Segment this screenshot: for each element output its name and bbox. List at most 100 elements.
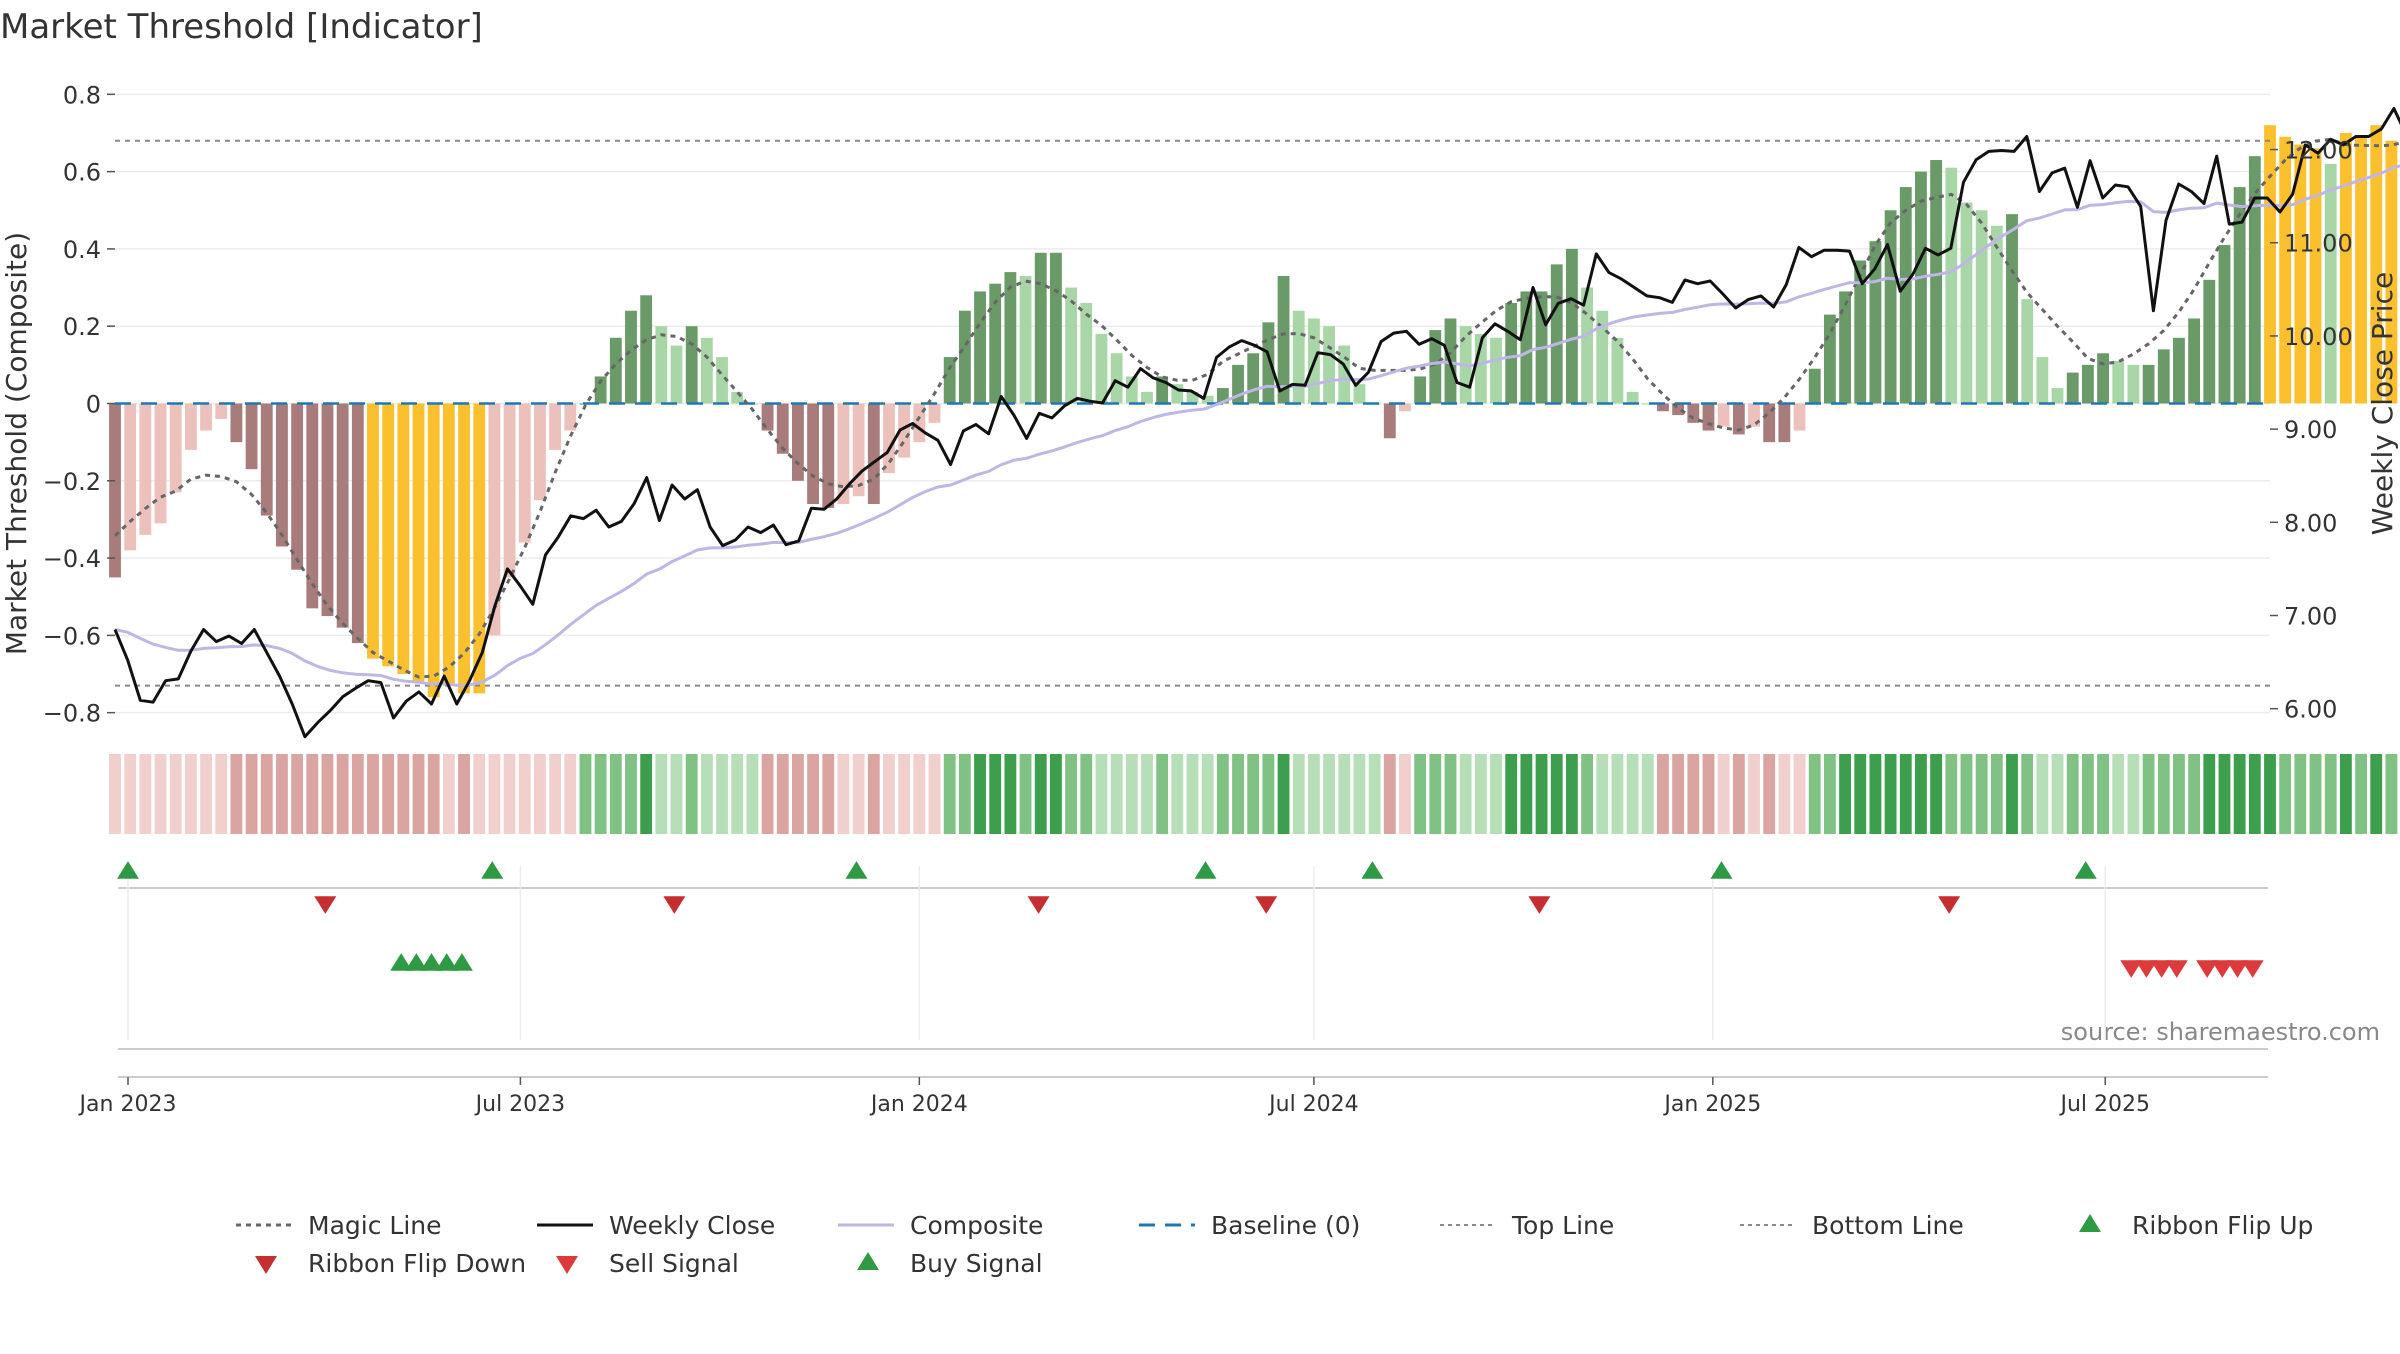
composite-bar: [2112, 360, 2125, 404]
ribbon-cell: [215, 754, 228, 834]
ribbon-cell: [2324, 754, 2337, 834]
composite-bar: [1141, 391, 1153, 404]
legend-label: Magic Line: [308, 1211, 442, 1240]
ribbon-cell: [1414, 754, 1427, 834]
ribbon-cell: [458, 754, 470, 834]
legend-marker-icon: [556, 1256, 578, 1274]
composite-bar: [1945, 167, 1958, 404]
ribbon-cell: [549, 754, 562, 834]
composite-bar: [1960, 202, 1973, 404]
composite-bar: [609, 337, 622, 404]
ribbon-cell: [427, 754, 440, 834]
composite-bar: [367, 403, 379, 659]
composite-bar: [1626, 391, 1639, 404]
ribbon-flip-up-marker: [845, 861, 868, 879]
ribbon-cell: [2081, 754, 2094, 834]
chart-title: Market Threshold [Indicator]: [0, 7, 483, 47]
ribbon-cell: [837, 754, 850, 834]
ribbon-cell: [2339, 754, 2352, 834]
composite-bar: [412, 403, 425, 682]
legend-marker-icon: [857, 1252, 879, 1270]
composite-bar: [1353, 384, 1366, 404]
ribbon-cell: [852, 754, 865, 834]
composite-bar: [139, 403, 152, 535]
ribbon-cell: [2051, 754, 2064, 834]
composite-bar: [1884, 210, 1897, 404]
composite-bar: [458, 403, 470, 694]
legend-label: Composite: [910, 1211, 1043, 1240]
ribbon-cell: [1732, 754, 1745, 834]
ribbon-cell: [1429, 754, 1442, 834]
ribbon-cell: [974, 754, 986, 834]
ribbon-cell: [1763, 754, 1776, 834]
composite-bar: [928, 403, 941, 423]
ribbon-cell: [1444, 754, 1457, 834]
composite-bar: [1641, 403, 1654, 405]
y-tick-label-left: −0.8: [43, 700, 101, 728]
composite-bar: [1702, 403, 1715, 431]
ribbon-cell: [1930, 754, 1943, 834]
ribbon-cell: [2142, 754, 2155, 834]
ribbon-cell: [1065, 754, 1078, 834]
ribbon-cell: [1353, 754, 1366, 834]
y-tick-label-right: 9.00: [2284, 416, 2337, 444]
ribbon-cell: [382, 754, 395, 834]
ribbon-cell: [731, 754, 744, 834]
composite-bar: [306, 403, 319, 609]
ribbon-cell: [1505, 754, 1518, 834]
ribbon-cell: [716, 754, 728, 834]
composite-bar: [1216, 388, 1229, 404]
ribbon-cell: [473, 754, 486, 834]
ribbon-cell: [1095, 754, 1108, 834]
buy-signal-marker: [420, 953, 443, 971]
composite-bar: [1930, 160, 1943, 404]
composite-bar: [382, 403, 395, 667]
sell-signal-marker: [2120, 960, 2143, 978]
composite-bar: [427, 403, 440, 698]
legend-label: Ribbon Flip Up: [2132, 1211, 2313, 1240]
ribbon-cell: [1899, 754, 1912, 834]
legend-label: Weekly Close: [609, 1211, 775, 1240]
ribbon-cell: [1186, 754, 1199, 834]
composite-bar: [534, 403, 546, 501]
ribbon-cell: [1626, 754, 1639, 834]
composite-bar: [655, 326, 668, 404]
legend: Magic Line Weekly Close Composite Baseline …: [236, 1211, 2313, 1278]
composite-bar: [1338, 345, 1351, 404]
ribbon-cell: [260, 754, 273, 834]
ribbon-flip-up-marker: [481, 861, 504, 879]
ribbon-cell: [1201, 754, 1214, 834]
composite-bar: [958, 310, 971, 404]
ribbon-cell: [518, 754, 531, 834]
composite-bar: [974, 291, 986, 404]
legend-marker-icon: [2079, 1214, 2101, 1232]
ribbon-cell: [1338, 754, 1351, 834]
ribbon-cell: [2188, 754, 2201, 834]
y-tick-label-right: 7.00: [2284, 603, 2337, 631]
ribbon-cell: [1565, 754, 1578, 834]
composite-bar: [1490, 337, 1502, 404]
ribbon-cell: [2385, 754, 2398, 834]
composite-bar: [1095, 333, 1108, 404]
y-tick-label-right: 8.00: [2284, 509, 2337, 537]
composite-bar: [1763, 403, 1776, 443]
composite-bar: [1232, 364, 1244, 404]
ribbon-cell: [1459, 754, 1472, 834]
ribbon-cell: [625, 754, 637, 834]
composite-bar: [792, 403, 804, 481]
composite-bar: [2188, 318, 2201, 404]
composite-bar: [169, 403, 182, 493]
ribbon-cell: [700, 754, 713, 834]
composite-bar: [625, 310, 637, 404]
composite-bar: [1262, 322, 1275, 404]
composite-bar: [488, 403, 501, 636]
ribbon-cell: [1383, 754, 1396, 834]
ribbon-cell: [1945, 754, 1958, 834]
ribbon-cell: [1823, 754, 1836, 834]
ribbon-cell: [1171, 754, 1184, 834]
legend-label: Buy Signal: [910, 1249, 1043, 1278]
sell-signal-marker: [2135, 960, 2158, 978]
composite-bar: [124, 403, 137, 551]
ribbon-cell: [1080, 754, 1093, 834]
